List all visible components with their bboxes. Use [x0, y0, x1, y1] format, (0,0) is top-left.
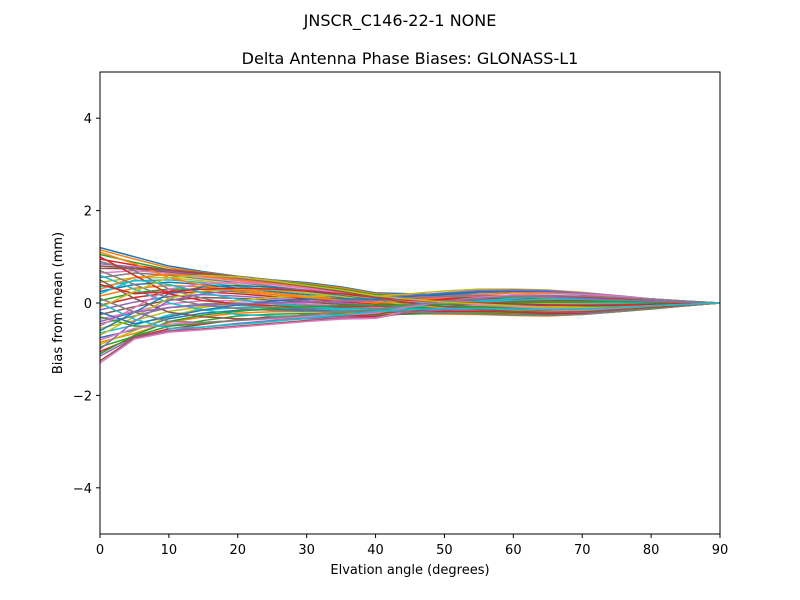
series-line-44	[100, 283, 720, 307]
y-axis: −4 −2 0 2 4	[73, 112, 100, 497]
x-axis: 0 10 20 30 40 50 60 70 80 90	[96, 534, 728, 558]
x-tick-label: 40	[367, 543, 384, 558]
x-tick-label: 50	[436, 543, 453, 558]
x-tick-label: 70	[574, 543, 591, 558]
x-tick-label: 0	[96, 543, 104, 558]
series-line-50	[100, 302, 720, 330]
series-layer	[100, 246, 720, 364]
series-line-34	[100, 256, 720, 308]
series-line-46	[100, 265, 720, 313]
x-tick-label: 20	[230, 543, 247, 558]
x-tick-label: 90	[712, 543, 729, 558]
x-tick-label: 60	[505, 543, 522, 558]
x-tick-label: 80	[643, 543, 660, 558]
y-tick-label: 4	[84, 112, 92, 127]
x-tick-label: 10	[161, 543, 178, 558]
x-axis-label: Elvation angle (degrees)	[330, 563, 489, 578]
y-tick-label: 2	[84, 205, 92, 220]
series-line-48	[100, 294, 720, 324]
series-line-45	[100, 294, 720, 323]
y-tick-label: 0	[84, 297, 92, 312]
y-tick-label: −4	[73, 482, 92, 497]
figure-suptitle: JNSCR_C146-22-1 NONE	[303, 11, 497, 31]
y-tick-label: −2	[73, 389, 92, 404]
x-tick-label: 30	[298, 543, 315, 558]
chart-title: Delta Antenna Phase Biases: GLONASS-L1	[242, 49, 579, 68]
y-axis-label: Bias from mean (mm)	[51, 232, 66, 374]
